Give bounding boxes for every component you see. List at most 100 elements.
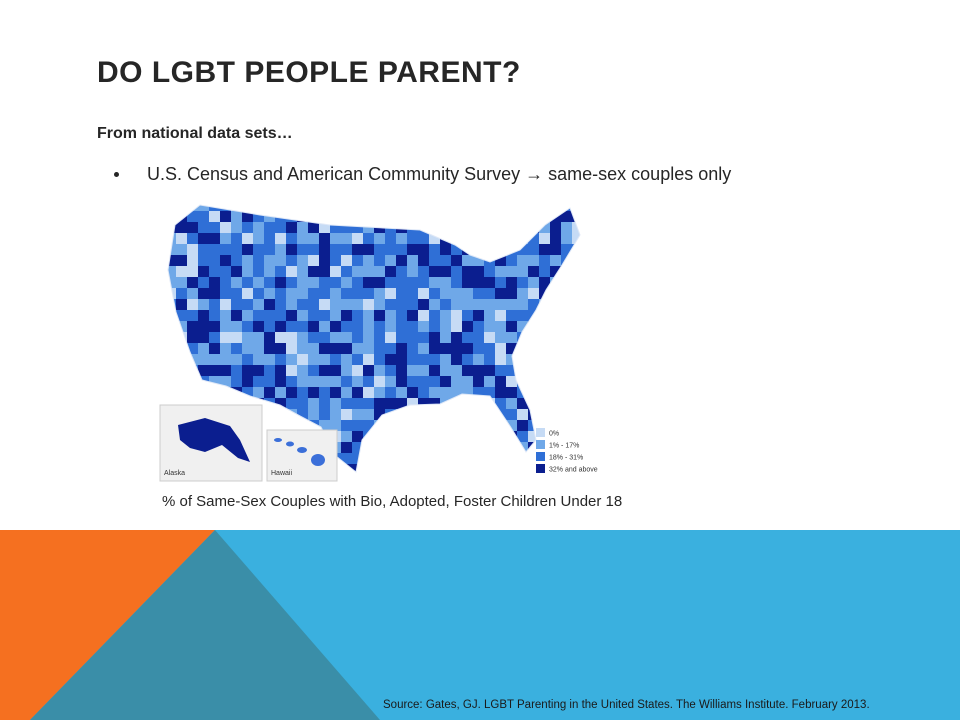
county-patch (286, 387, 297, 398)
county-patch (187, 299, 198, 310)
county-patch (341, 266, 352, 277)
county-patch (297, 321, 308, 332)
county-patch (506, 387, 517, 398)
county-patch (176, 266, 187, 277)
county-patch (473, 266, 484, 277)
county-patch (407, 409, 418, 420)
county-patch (168, 244, 176, 255)
county-patch (462, 398, 473, 409)
county-patch (242, 222, 253, 233)
county-patch (484, 244, 495, 255)
county-patch (264, 255, 275, 266)
county-patch (187, 310, 198, 321)
county-patch (561, 420, 572, 431)
county-patch (451, 409, 462, 420)
county-patch (308, 310, 319, 321)
county-patch (363, 233, 374, 244)
county-patch (495, 420, 506, 431)
county-patch (407, 211, 418, 222)
county-patch (374, 453, 385, 464)
county-patch (253, 222, 264, 233)
county-patch (506, 299, 517, 310)
county-patch (528, 255, 539, 266)
county-patch (176, 387, 187, 398)
county-patch (319, 343, 330, 354)
county-patch (168, 321, 176, 332)
slide-subtitle: From national data sets… (97, 125, 293, 142)
county-patch (363, 244, 374, 255)
county-patch (319, 409, 330, 420)
county-patch (363, 277, 374, 288)
county-patch (220, 233, 231, 244)
county-patch (462, 211, 473, 222)
county-patch (374, 277, 385, 288)
county-patch (341, 255, 352, 266)
county-patch (418, 453, 429, 464)
county-patch (341, 321, 352, 332)
county-patch (187, 321, 198, 332)
county-patch (209, 321, 220, 332)
county-patch (396, 409, 407, 420)
county-patch (209, 299, 220, 310)
county-patch (352, 321, 363, 332)
county-patch (396, 288, 407, 299)
county-patch (506, 354, 517, 365)
county-patch (253, 310, 264, 321)
county-patch (418, 321, 429, 332)
county-patch (286, 205, 297, 211)
county-patch (385, 288, 396, 299)
county-patch (418, 343, 429, 354)
county-patch (539, 343, 550, 354)
county-patch (352, 277, 363, 288)
county-patch (319, 244, 330, 255)
county-patch (297, 266, 308, 277)
county-patch (275, 255, 286, 266)
county-patch (330, 343, 341, 354)
county-patch (220, 365, 231, 376)
county-patch (308, 321, 319, 332)
county-patch (308, 354, 319, 365)
county-patch (517, 222, 528, 233)
county-patch (187, 255, 198, 266)
bullet-dot (114, 172, 119, 177)
county-patch (374, 288, 385, 299)
county-patch (264, 321, 275, 332)
county-patch (242, 387, 253, 398)
county-patch (374, 343, 385, 354)
county-patch (330, 299, 341, 310)
county-patch (528, 205, 539, 211)
county-patch (528, 365, 539, 376)
county-patch (473, 233, 484, 244)
county-patch (264, 365, 275, 376)
county-patch (264, 354, 275, 365)
county-patch (242, 299, 253, 310)
county-patch (209, 343, 220, 354)
county-patch (286, 255, 297, 266)
county-patch (308, 332, 319, 343)
county-patch (286, 354, 297, 365)
county-patch (550, 387, 561, 398)
county-patch (440, 387, 451, 398)
county-patch (506, 420, 517, 431)
county-patch (539, 310, 550, 321)
county-patch (352, 244, 363, 255)
county-patch (374, 442, 385, 453)
county-patch (363, 288, 374, 299)
county-patch (264, 343, 275, 354)
county-patch (517, 277, 528, 288)
county-patch (572, 266, 580, 277)
county-patch (176, 354, 187, 365)
county-patch (528, 288, 539, 299)
county-patch (429, 244, 440, 255)
county-patch (264, 277, 275, 288)
county-patch (462, 321, 473, 332)
county-patch (561, 244, 572, 255)
county-patch (286, 233, 297, 244)
county-patch (286, 266, 297, 277)
county-patch (572, 255, 580, 266)
county-patch (374, 354, 385, 365)
legend-swatch (536, 440, 545, 449)
county-patch (572, 376, 580, 387)
county-patch (330, 365, 341, 376)
county-patch (462, 431, 473, 442)
